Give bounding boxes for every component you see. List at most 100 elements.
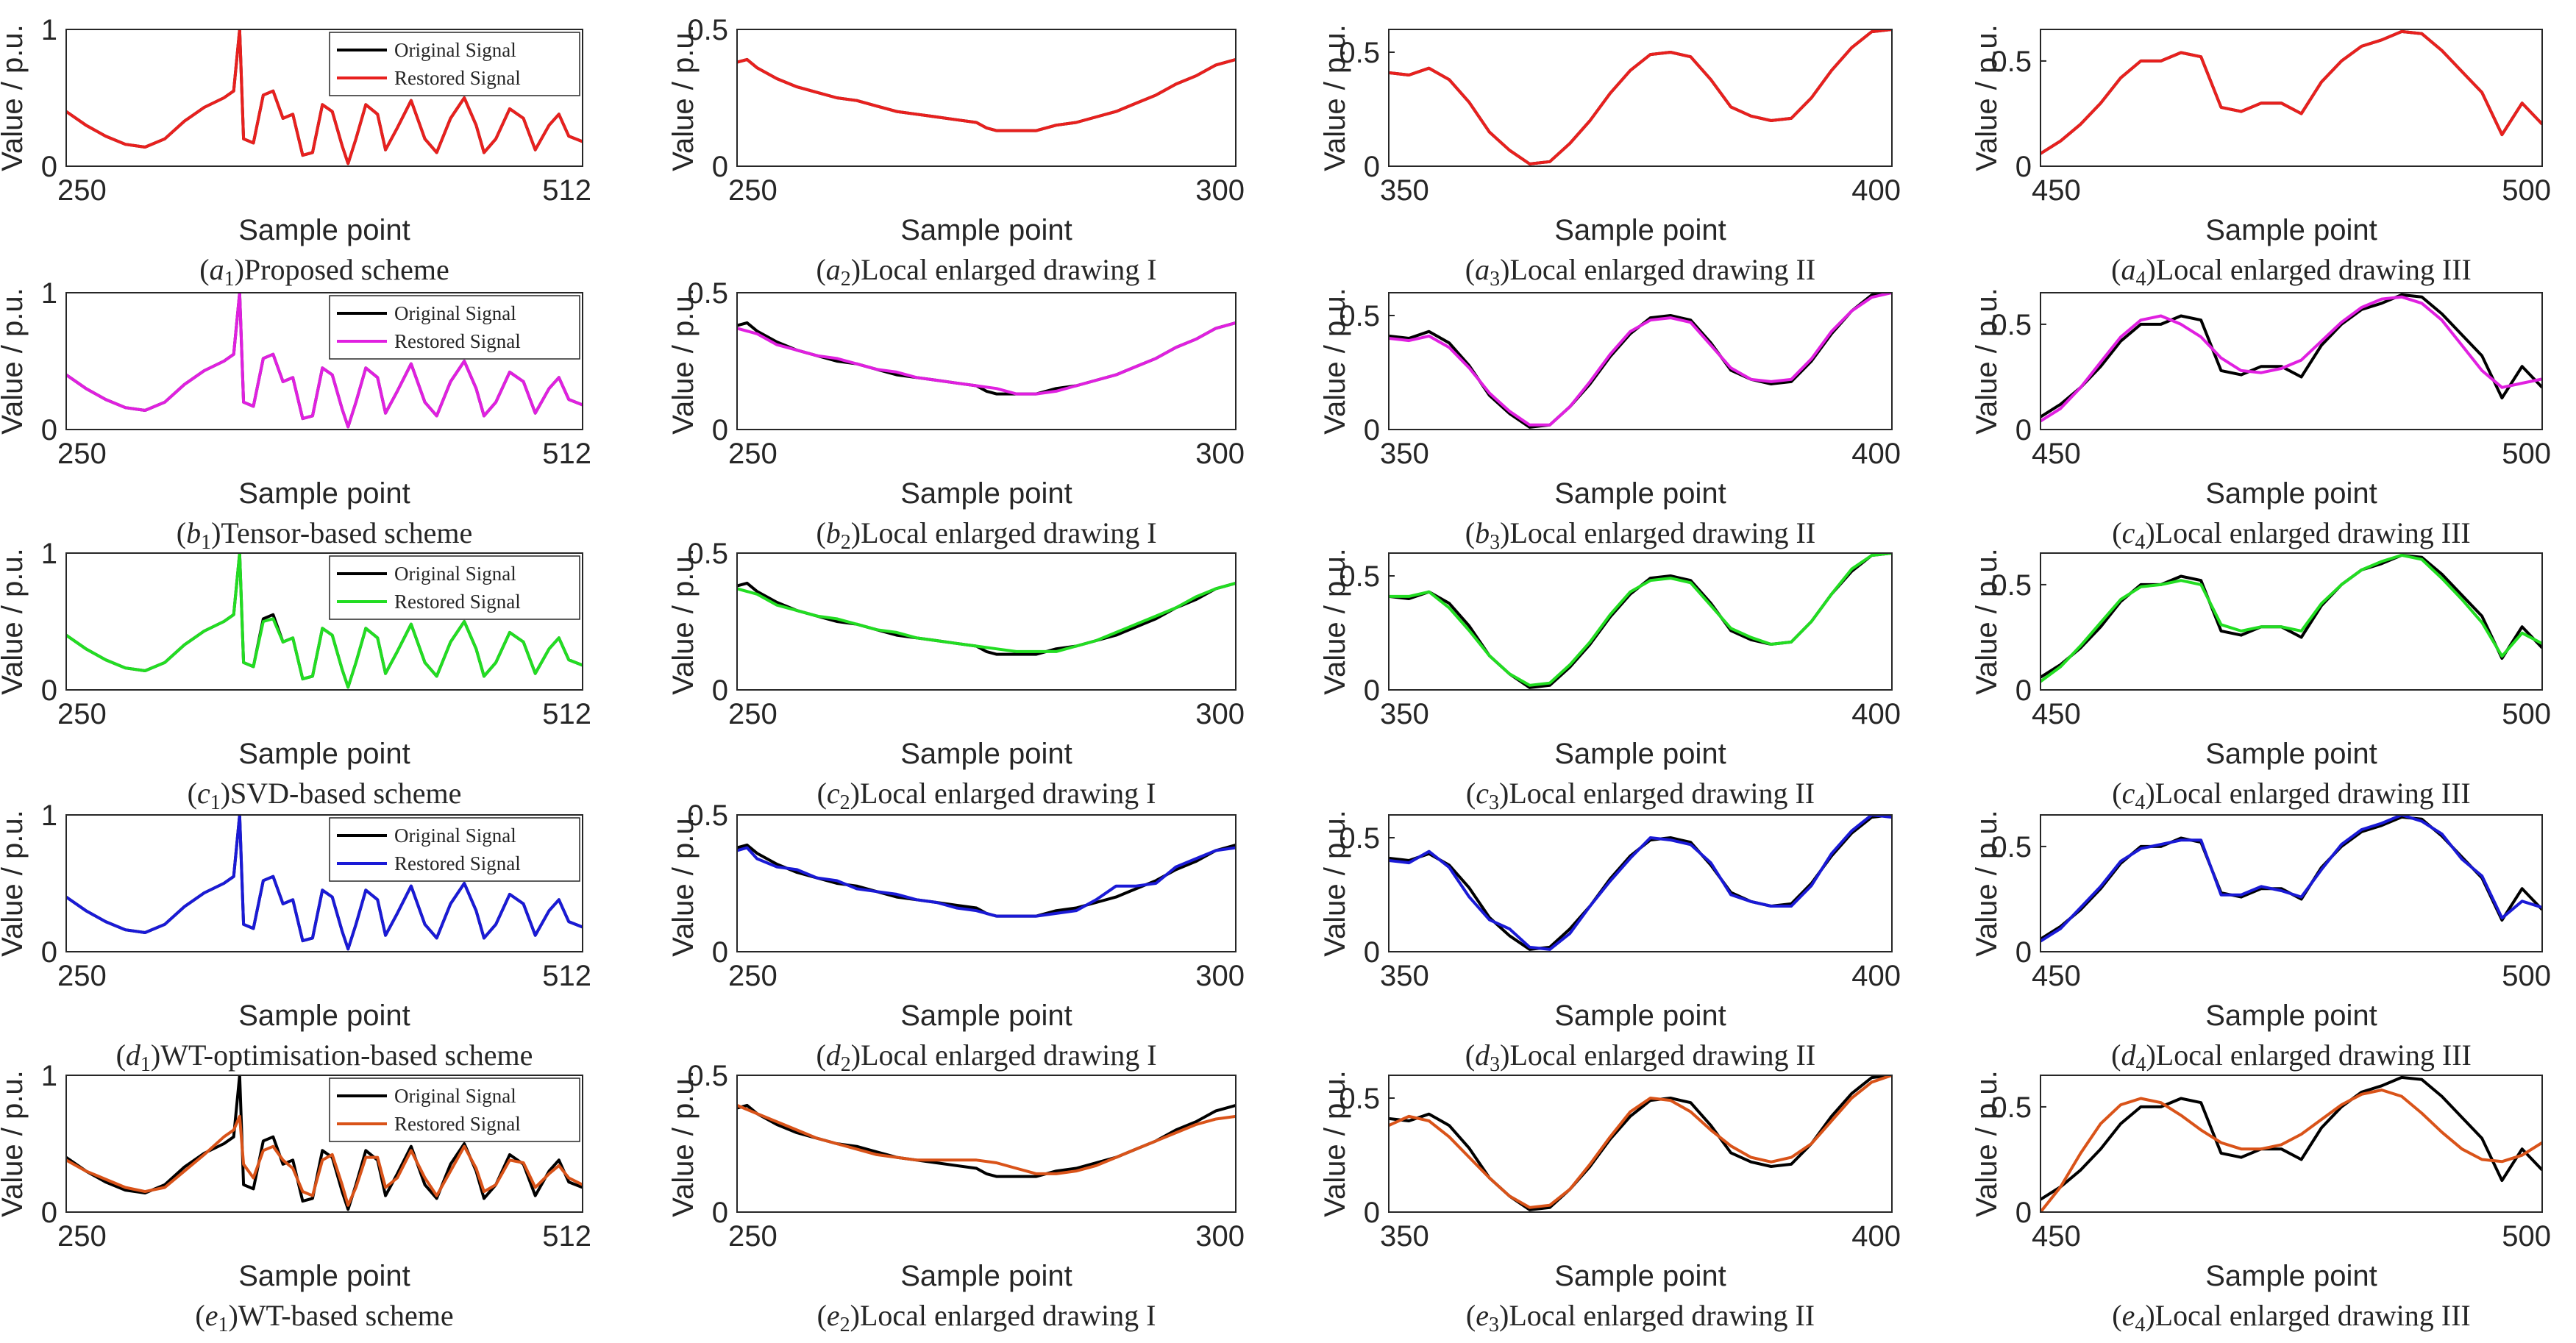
y-axis-label: Value / p.u. [1319, 288, 1351, 434]
subplot-caption: (d4)Local enlarged drawing III [2111, 1039, 2472, 1076]
subplot-2-1: 0 0.5 250 300 Value / p.u. Sample point (c2)Lo… [667, 538, 1245, 814]
subplot-caption: (a3)Local enlarged drawing II [1465, 253, 1815, 291]
x-tick-label: 500 [2502, 1220, 2551, 1253]
x-tick-label: 300 [1195, 174, 1245, 207]
x-axis-label: Sample point [1554, 477, 1726, 510]
x-axis-label: Sample point [900, 477, 1072, 510]
axes-box [2040, 1075, 2543, 1213]
subplot-4-0: 0 1 250 512 Value / p.u. Sample point (e1)WT-b… [0, 1060, 591, 1336]
x-axis-label: Sample point [238, 214, 410, 246]
y-tick-label: 0 [2015, 936, 2032, 969]
subplot-caption: (b2)Local enlarged drawing I [816, 516, 1156, 554]
plot-area [2040, 553, 2542, 690]
x-tick-label: 500 [2502, 438, 2551, 470]
plot-area [2040, 815, 2542, 952]
plot-area [1389, 553, 1892, 690]
y-tick-label: 0 [1364, 1197, 1380, 1229]
y-axis-label: Value / p.u. [0, 810, 29, 956]
y-tick-label: 0 [41, 414, 57, 446]
series-group [2040, 29, 2542, 155]
y-tick-label: 0.5 [687, 538, 728, 570]
axes-box [736, 292, 1237, 430]
x-tick-label: 500 [2502, 174, 2551, 207]
subplot-3-0: 0 1 250 512 Value / p.u. Sample point (d1)WT-o… [0, 799, 591, 1076]
y-tick-label: 0 [2015, 674, 2032, 707]
series-group [1389, 1075, 1892, 1211]
series-group [2040, 815, 2542, 943]
original-signal-line [2040, 1075, 2542, 1201]
y-tick-label: 0 [41, 1197, 57, 1229]
y-tick-label: 0.5 [1339, 1083, 1380, 1115]
x-axis-label: Sample point [1554, 214, 1726, 246]
x-axis-label: Sample point [1554, 1260, 1726, 1292]
restored-signal-line [1389, 293, 1892, 427]
subplot-caption: (e2)Local enlarged drawing I [817, 1299, 1156, 1336]
subplot-caption: (e1)WT-based scheme [195, 1299, 453, 1336]
legend-original-label: Original Signal [394, 39, 516, 61]
y-tick-label: 0 [712, 151, 728, 183]
axes-box [1388, 29, 1893, 167]
series-group [737, 1103, 1236, 1178]
restored-signal-line [1389, 815, 1892, 951]
legend: Original Signal Restored Signal [329, 295, 580, 360]
axes-box [65, 1075, 583, 1213]
legend-restored-label: Restored Signal [394, 852, 521, 874]
series-group [2040, 553, 2542, 683]
restored-signal-line [2040, 1089, 2542, 1212]
y-tick-label: 0 [712, 1197, 728, 1229]
legend-original-label: Original Signal [394, 824, 516, 847]
x-tick-label: 350 [1380, 698, 1429, 730]
y-tick-label: 1 [41, 1060, 57, 1092]
x-tick-label: 250 [728, 1220, 778, 1253]
restored-signal-line [737, 1104, 1236, 1175]
y-tick-label: 0.5 [687, 277, 728, 310]
axes-box [736, 552, 1237, 691]
y-tick-label: 0.5 [1339, 560, 1380, 593]
y-tick-label: 0.5 [1990, 309, 2032, 341]
x-tick-label: 500 [2502, 698, 2551, 730]
restored-signal-line [2040, 29, 2542, 155]
subplot-2-0: 0 1 250 512 Value / p.u. Sample point (c1)SVD-… [0, 538, 591, 814]
original-signal-line [2040, 293, 2542, 418]
x-axis-label: Sample point [1554, 738, 1726, 770]
y-tick-label: 1 [41, 799, 57, 832]
x-tick-label: 250 [57, 960, 107, 992]
legend: Original Signal Restored Signal [329, 817, 580, 882]
axes-box [736, 814, 1237, 952]
y-tick-label: 0.5 [687, 14, 728, 46]
x-tick-label: 512 [542, 960, 591, 992]
x-tick-label: 250 [57, 698, 107, 730]
y-tick-label: 0.5 [687, 799, 728, 832]
x-axis-label: Sample point [2205, 738, 2377, 770]
legend-original-label: Original Signal [394, 302, 516, 324]
x-tick-label: 400 [1851, 438, 1901, 470]
series-group [737, 581, 1236, 656]
subplot-2-2: 0 0.5 350 400 Value / p.u. Sample point (c3)Lo… [1319, 548, 1901, 814]
subplot-caption: (e3)Local enlarged drawing II [1466, 1299, 1815, 1336]
y-axis-label: Value / p.u. [667, 548, 700, 694]
y-tick-label: 0.5 [1990, 831, 2032, 863]
x-axis-label: Sample point [2205, 1260, 2377, 1292]
axes-box [736, 1075, 1237, 1213]
series-group [1389, 29, 1892, 165]
subplot-caption: (c2)Local enlarged drawing I [817, 777, 1156, 814]
subplot-caption: (e4)Local enlarged drawing III [2112, 1299, 2470, 1336]
y-tick-label: 0 [1364, 151, 1380, 183]
legend-box [329, 32, 580, 96]
legend-box [329, 555, 580, 620]
restored-signal-line [66, 1114, 583, 1207]
series-group [737, 57, 1236, 132]
series-group [66, 293, 583, 429]
y-axis-label: Value / p.u. [0, 288, 29, 434]
y-tick-label: 0.5 [1990, 569, 2032, 602]
x-tick-label: 300 [1195, 438, 1245, 470]
x-axis-label: Sample point [900, 1000, 1072, 1032]
x-tick-label: 450 [2032, 174, 2081, 207]
restored-signal-line [1389, 553, 1892, 687]
y-tick-label: 0 [712, 674, 728, 707]
subplot-1-3: 0 0.5 450 500 Value / p.u. Sample point (c4)Lo… [1971, 288, 2551, 554]
legend-box [329, 295, 580, 360]
x-axis-label: Sample point [2205, 1000, 2377, 1032]
legend-box [329, 1077, 580, 1142]
